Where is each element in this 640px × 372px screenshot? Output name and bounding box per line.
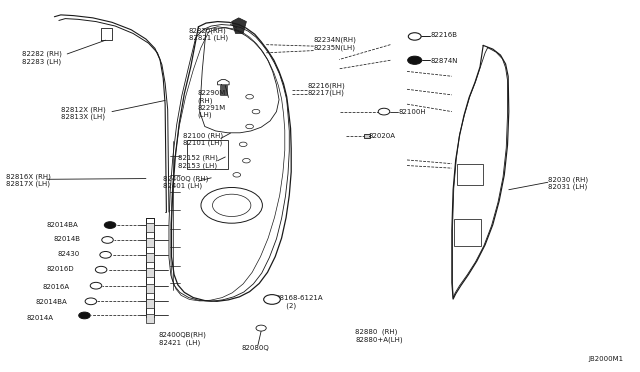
Text: 82020A: 82020A [369,133,396,139]
Circle shape [256,325,266,331]
Text: 82290M
(RH)
82291M
(LH): 82290M (RH) 82291M (LH) [197,90,225,118]
FancyBboxPatch shape [146,284,154,293]
Circle shape [243,158,250,163]
FancyBboxPatch shape [146,314,154,323]
Text: 82820(RH)
82821 (LH): 82820(RH) 82821 (LH) [189,27,228,41]
Text: 82030 (RH)
82031 (LH): 82030 (RH) 82031 (LH) [548,176,588,190]
Text: 82216B: 82216B [431,32,458,38]
Circle shape [378,108,390,115]
FancyBboxPatch shape [146,238,154,247]
FancyBboxPatch shape [364,134,370,138]
Text: 82216(RH)
82217(LH): 82216(RH) 82217(LH) [307,82,345,96]
Circle shape [104,222,116,228]
Text: B: B [269,297,275,302]
Circle shape [100,251,111,258]
Circle shape [90,282,102,289]
Circle shape [102,237,113,243]
Circle shape [408,56,422,64]
Text: 82014BA: 82014BA [47,222,79,228]
Circle shape [246,94,253,99]
Text: 82016D: 82016D [47,266,74,272]
Circle shape [252,109,260,114]
Text: 82816X (RH)
82817X (LH): 82816X (RH) 82817X (LH) [6,173,51,187]
Circle shape [246,124,253,129]
Circle shape [264,295,280,304]
Text: 82014B: 82014B [53,236,80,242]
Text: 82016A: 82016A [43,284,70,290]
Text: 82100H: 82100H [398,109,426,115]
Polygon shape [232,18,246,33]
FancyBboxPatch shape [146,268,154,277]
Circle shape [85,298,97,305]
Text: 82880  (RH)
82880+A(LH): 82880 (RH) 82880+A(LH) [355,328,403,343]
Text: 82430: 82430 [58,251,80,257]
Text: 82152 (RH)
82153 (LH): 82152 (RH) 82153 (LH) [178,155,218,169]
FancyBboxPatch shape [146,223,154,232]
Text: 82812X (RH)
82813X (LH): 82812X (RH) 82813X (LH) [61,106,106,121]
Text: 82234N(RH)
82235N(LH): 82234N(RH) 82235N(LH) [314,37,356,51]
Circle shape [95,266,107,273]
Circle shape [408,33,421,40]
Text: 82100 (RH)
82101 (LH): 82100 (RH) 82101 (LH) [183,132,223,147]
Text: 82400Q (RH)
82401 (LH): 82400Q (RH) 82401 (LH) [163,175,209,189]
Circle shape [233,173,241,177]
FancyBboxPatch shape [146,253,154,262]
Circle shape [239,142,247,147]
Text: 82080Q: 82080Q [242,345,269,351]
Text: 82014BA: 82014BA [35,299,67,305]
Text: 08168-6121A
     (2): 08168-6121A (2) [275,295,323,309]
Polygon shape [220,85,227,95]
Text: JB2000M1: JB2000M1 [589,356,624,362]
FancyBboxPatch shape [146,299,154,308]
Text: 82282 (RH)
82283 (LH): 82282 (RH) 82283 (LH) [22,51,62,65]
Text: 82014A: 82014A [27,315,54,321]
Text: 82874N: 82874N [431,58,458,64]
Circle shape [79,312,90,319]
Text: 82400QB(RH)
82421  (LH): 82400QB(RH) 82421 (LH) [159,331,207,346]
